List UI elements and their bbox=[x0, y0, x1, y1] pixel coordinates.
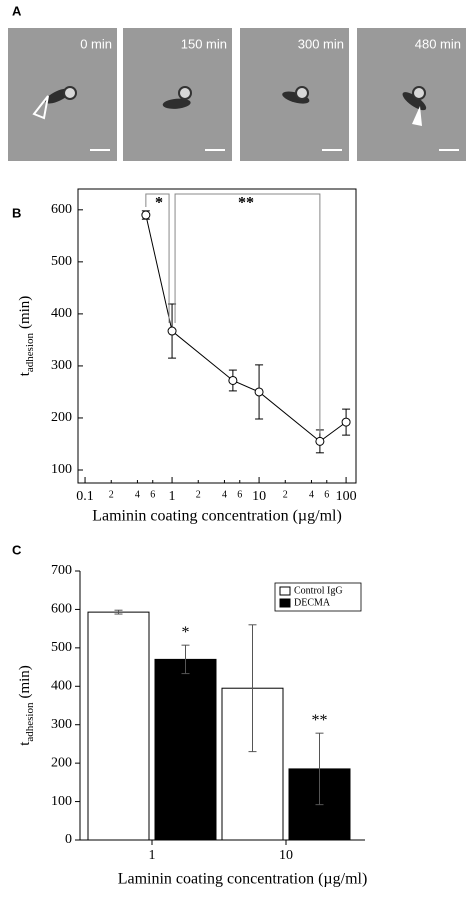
data-point bbox=[254, 387, 264, 397]
arrowhead bbox=[32, 95, 49, 120]
significance-label: ** bbox=[312, 712, 328, 729]
legend-swatch bbox=[279, 598, 291, 608]
y-label-unit: (min) bbox=[17, 296, 33, 329]
x-tick-label: 6 bbox=[150, 489, 155, 500]
y-label-main: t bbox=[17, 371, 33, 376]
cell bbox=[402, 92, 427, 111]
significance-label: * bbox=[182, 624, 190, 641]
y-tick-label: 200 bbox=[51, 410, 72, 425]
panel-label: B bbox=[12, 205, 21, 220]
time-label: 480 min bbox=[415, 36, 461, 51]
y-tick-label: 500 bbox=[51, 254, 72, 269]
y-tick-label: 300 bbox=[51, 358, 72, 373]
x-tick-label: 0.1 bbox=[76, 489, 94, 504]
significance-bracket bbox=[174, 193, 321, 434]
error-bar bbox=[114, 609, 123, 615]
y-axis-label: tadhesion (min) bbox=[17, 665, 35, 746]
y-tick-label: 400 bbox=[51, 306, 72, 321]
y-label-sub: adhesion bbox=[24, 333, 36, 373]
data-point bbox=[228, 375, 238, 385]
x-tick-label: 4 bbox=[309, 489, 314, 500]
x-tick-label: 6 bbox=[237, 489, 242, 500]
y-tick-label: 500 bbox=[51, 640, 72, 655]
y-tick-label: 600 bbox=[51, 202, 72, 217]
micrograph: 300 min bbox=[240, 28, 349, 161]
y-tick-label: 700 bbox=[51, 563, 72, 578]
y-tick-label: 300 bbox=[51, 717, 72, 732]
data-point bbox=[315, 436, 325, 446]
significance-label: * bbox=[155, 195, 163, 212]
x-tick-label: 1 bbox=[169, 489, 176, 504]
panel-label: C bbox=[12, 542, 22, 557]
time-label: 0 min bbox=[80, 36, 112, 51]
image-frame bbox=[123, 28, 232, 161]
plot-frame bbox=[77, 188, 357, 484]
cell bbox=[282, 91, 310, 104]
x-tick-label: 100 bbox=[336, 489, 357, 504]
legend-swatch bbox=[279, 586, 291, 596]
x-tick-label: 10 bbox=[252, 489, 266, 504]
y-tick-label: 0 bbox=[65, 832, 72, 847]
x-tick-label: 2 bbox=[109, 489, 114, 500]
legend-label: DECMA bbox=[294, 597, 331, 608]
micrograph: 0 min bbox=[8, 28, 117, 161]
y-tick-label: 100 bbox=[51, 462, 72, 477]
panel-label: A bbox=[12, 3, 22, 18]
micrograph: 150 min bbox=[123, 28, 232, 161]
data-line bbox=[145, 214, 347, 443]
y-label-sub: adhesion bbox=[24, 702, 36, 742]
x-axis-label: Laminin coating concentration (µg/ml) bbox=[92, 508, 342, 525]
significance-bracket bbox=[145, 193, 170, 324]
arrowhead bbox=[412, 106, 422, 126]
y-label-main: t bbox=[17, 741, 33, 746]
data-point bbox=[341, 417, 351, 427]
cell bbox=[178, 86, 192, 100]
y-tick-label: 100 bbox=[51, 794, 72, 809]
bar bbox=[87, 611, 150, 841]
x-tick-label: 2 bbox=[196, 489, 201, 500]
y-tick-label: 600 bbox=[51, 602, 72, 617]
x-tick-label: 2 bbox=[283, 489, 288, 500]
cell bbox=[162, 98, 191, 109]
error-bar bbox=[315, 732, 324, 806]
error-bar bbox=[181, 644, 190, 675]
significance-label: ** bbox=[238, 195, 254, 212]
y-label-unit: (min) bbox=[17, 665, 33, 698]
x-axis-label: Laminin coating concentration (µg/ml) bbox=[118, 871, 368, 888]
data-point bbox=[167, 326, 177, 336]
time-label: 300 min bbox=[298, 36, 344, 51]
cell bbox=[295, 86, 309, 100]
x-tick-label: 1 bbox=[149, 848, 156, 863]
legend-label: Control IgG bbox=[294, 585, 343, 596]
error-bar bbox=[248, 624, 257, 753]
bar bbox=[154, 658, 217, 841]
x-tick-label: 10 bbox=[279, 848, 293, 863]
x-tick-label: 6 bbox=[324, 489, 329, 500]
data-point bbox=[141, 210, 151, 220]
cell bbox=[412, 86, 426, 100]
y-tick-label: 400 bbox=[51, 679, 72, 694]
time-label: 150 min bbox=[181, 36, 227, 51]
y-tick-label: 200 bbox=[51, 755, 72, 770]
x-tick-label: 4 bbox=[222, 489, 227, 500]
micrograph: 480 min bbox=[357, 28, 466, 161]
cell bbox=[63, 86, 77, 100]
y-axis-label: tadhesion (min) bbox=[17, 296, 35, 377]
x-tick-label: 4 bbox=[135, 489, 140, 500]
